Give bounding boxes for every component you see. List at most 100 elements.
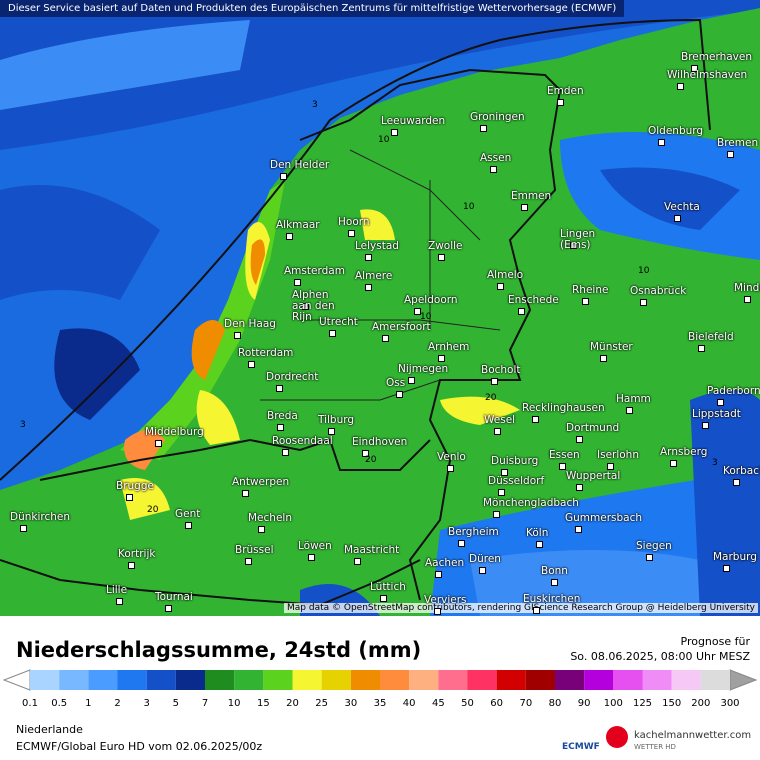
city-marker bbox=[234, 332, 241, 339]
legend-swatch bbox=[584, 670, 614, 690]
city-marker bbox=[434, 608, 441, 615]
city-label: Enschede bbox=[508, 294, 559, 306]
legend-swatch bbox=[642, 670, 672, 690]
city-label: Middelburg bbox=[145, 426, 204, 438]
city-marker bbox=[532, 416, 539, 423]
legend-swatch bbox=[30, 670, 60, 690]
legend-label: 80 bbox=[549, 698, 562, 709]
city-label: Lelystad bbox=[355, 240, 399, 252]
city-label: Den Haag bbox=[224, 318, 276, 330]
city-marker bbox=[498, 489, 505, 496]
legend-label: 90 bbox=[578, 698, 591, 709]
city-marker bbox=[501, 469, 508, 476]
city-label: Maastricht bbox=[344, 544, 400, 556]
legend-label: 300 bbox=[720, 698, 739, 709]
city-label: Assen bbox=[480, 152, 512, 164]
city-label: Lille bbox=[106, 584, 128, 596]
city-label: Hamm bbox=[616, 393, 651, 405]
legend-label: 50 bbox=[461, 698, 474, 709]
contour-label: 20 bbox=[147, 505, 159, 515]
legend-label: 100 bbox=[604, 698, 623, 709]
city-marker bbox=[733, 479, 740, 486]
city-marker bbox=[582, 298, 589, 305]
legend-swatch bbox=[205, 670, 235, 690]
legend-arrow-low bbox=[2, 669, 31, 691]
city-label: Rotterdam bbox=[238, 347, 294, 359]
city-marker bbox=[438, 254, 445, 261]
city-marker bbox=[744, 296, 751, 303]
legend-label: 2 bbox=[114, 698, 120, 709]
city-marker bbox=[640, 299, 647, 306]
city-marker bbox=[570, 242, 577, 249]
service-notice: Dieser Service basiert auf Daten und Pro… bbox=[0, 0, 625, 17]
city-marker bbox=[126, 494, 133, 501]
city-marker bbox=[294, 279, 301, 286]
city-label: Zwolle bbox=[428, 240, 463, 252]
city-label: Rheine bbox=[572, 284, 609, 296]
city-marker bbox=[557, 99, 564, 106]
city-label: Kortrijk bbox=[118, 548, 156, 560]
legend-label: 1 bbox=[85, 698, 91, 709]
city-marker bbox=[354, 558, 361, 565]
region: Niederlande bbox=[16, 723, 83, 736]
legend-swatch bbox=[613, 670, 643, 690]
city-marker bbox=[491, 378, 498, 385]
city-marker bbox=[128, 562, 135, 569]
contour-label: 10 bbox=[378, 135, 390, 145]
city-marker bbox=[277, 424, 284, 431]
city-marker bbox=[414, 308, 421, 315]
legend-label: 0.5 bbox=[51, 698, 67, 709]
color-legend: 0.1 0.5 1 2 3 5 7 10 15 20 25 30 35 40 45 50 60 70 80 90 100… bbox=[2, 669, 758, 709]
city-label: Bocholt bbox=[481, 364, 521, 376]
legend-label: 25 bbox=[315, 698, 328, 709]
city-label: Essen bbox=[549, 449, 580, 461]
model-run: ECMWF/Global Euro HD vom 02.06.2025/00z bbox=[16, 740, 263, 753]
city-label: Mecheln bbox=[248, 512, 292, 524]
legend-swatch bbox=[380, 670, 410, 690]
legend-swatch bbox=[234, 670, 264, 690]
city-marker bbox=[702, 422, 709, 429]
city-label: Bonn bbox=[541, 565, 568, 577]
city-label: Amsterdam bbox=[284, 265, 345, 277]
city-label: Lüttich bbox=[370, 581, 406, 593]
legend-swatch bbox=[555, 670, 585, 690]
legend-label: 7 bbox=[202, 698, 208, 709]
city-marker bbox=[646, 554, 653, 561]
legend-title: Niederschlagssumme, 24std (mm) bbox=[16, 638, 422, 662]
contour-label: 3 bbox=[312, 100, 318, 110]
city-marker bbox=[626, 407, 633, 414]
city-marker bbox=[600, 355, 607, 362]
legend-label: 40 bbox=[403, 698, 416, 709]
city-label: Apeldoorn bbox=[404, 294, 458, 306]
city-marker bbox=[348, 230, 355, 237]
legend-swatch bbox=[321, 670, 351, 690]
city-label: Groningen bbox=[470, 111, 525, 123]
legend-swatch bbox=[496, 670, 526, 690]
city-marker bbox=[435, 571, 442, 578]
city-marker bbox=[490, 166, 497, 173]
site-logo-sub: WETTER HD bbox=[634, 743, 676, 751]
legend-swatch bbox=[88, 670, 118, 690]
city-marker bbox=[286, 233, 293, 240]
city-label: Recklinghausen bbox=[522, 402, 605, 414]
map-attribution: Map data © OpenStreetMap contributors, r… bbox=[284, 603, 758, 613]
city-label: Bergheim bbox=[448, 526, 499, 538]
city-label: Wuppertal bbox=[566, 470, 621, 482]
city-marker bbox=[155, 440, 162, 447]
city-label: Euskirchen bbox=[523, 593, 581, 605]
city-label: Amersfoort bbox=[372, 321, 431, 333]
city-label: Duisburg bbox=[491, 455, 539, 467]
city-marker bbox=[185, 522, 192, 529]
city-marker bbox=[20, 525, 27, 532]
city-label: Nijmegen bbox=[398, 363, 449, 375]
city-marker bbox=[362, 450, 369, 457]
city-marker bbox=[391, 129, 398, 136]
legend-swatch bbox=[409, 670, 439, 690]
city-marker bbox=[677, 83, 684, 90]
city-label: Köln bbox=[526, 527, 549, 539]
city-marker bbox=[674, 215, 681, 222]
city-marker bbox=[575, 526, 582, 533]
city-label: Brüssel bbox=[235, 544, 274, 556]
city-marker bbox=[479, 567, 486, 574]
